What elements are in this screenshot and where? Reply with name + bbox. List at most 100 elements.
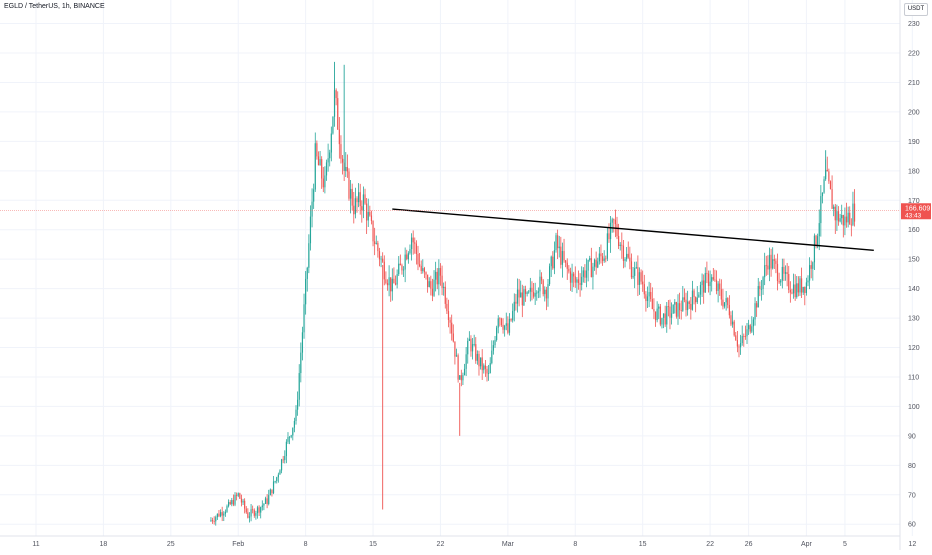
candle-body — [473, 344, 475, 345]
candle-body — [590, 258, 592, 278]
candle-body — [264, 498, 267, 504]
candle-body — [364, 194, 366, 204]
candle-body — [736, 340, 738, 347]
candle-body — [481, 357, 483, 371]
candle-body — [409, 249, 411, 254]
candle-body — [288, 436, 291, 438]
candle-body — [662, 313, 665, 318]
candle-body — [306, 267, 308, 279]
candle-body — [765, 265, 767, 267]
x-tick-label: 15 — [639, 541, 647, 548]
candle-body — [815, 235, 817, 246]
candle-body — [300, 352, 302, 374]
candle-body — [521, 292, 523, 306]
candle-body — [555, 235, 557, 251]
candles-layer — [210, 61, 856, 526]
y-tick-label: 120 — [908, 345, 920, 352]
candle-body — [301, 332, 304, 353]
candle-body — [788, 274, 790, 290]
candle-body — [731, 321, 734, 325]
candle-body — [468, 338, 470, 341]
candle-body — [791, 292, 793, 294]
chart-grid — [0, 0, 913, 536]
candle-body — [497, 318, 499, 328]
candle-body — [293, 420, 296, 428]
candle-body — [237, 493, 239, 496]
candle-body — [706, 273, 708, 274]
candle-body — [263, 503, 265, 506]
candle-body — [531, 287, 533, 293]
candle-body — [266, 498, 268, 504]
candle-body — [427, 274, 429, 288]
candle-body — [685, 299, 687, 311]
candle-body — [760, 288, 763, 290]
candle-body — [496, 327, 498, 340]
candle-body — [728, 305, 730, 316]
candle-body — [714, 279, 716, 281]
candle-body — [621, 244, 623, 246]
candle-body — [524, 289, 527, 294]
candle-body — [635, 267, 637, 269]
candle-body — [406, 254, 408, 260]
candle-body — [423, 268, 426, 273]
candle-body — [313, 189, 315, 202]
candle-body — [833, 206, 835, 209]
candle-body — [399, 263, 401, 266]
y-tick-label: 210 — [908, 80, 920, 87]
candle-body — [733, 321, 735, 336]
candle-body — [829, 181, 832, 190]
candle-body — [311, 201, 313, 217]
candle-body — [772, 259, 774, 269]
candle-body — [834, 206, 836, 221]
candle-body — [242, 500, 244, 503]
candle-body — [836, 211, 838, 221]
candle-body — [756, 303, 758, 308]
candle-body — [757, 286, 759, 308]
candle-body — [439, 268, 442, 276]
candle-body — [428, 281, 430, 288]
candle-body — [619, 244, 621, 246]
x-tick-label: 5 — [843, 541, 847, 548]
candle-body — [383, 261, 385, 280]
candle-body — [715, 280, 718, 291]
candle-body — [688, 301, 690, 304]
candle-body — [669, 306, 671, 318]
candle-body — [852, 203, 854, 225]
candle-body — [452, 333, 454, 342]
candle-body — [577, 279, 580, 284]
currency-unit-button[interactable]: USDT — [904, 3, 928, 16]
candle-body — [752, 319, 755, 327]
candle-body — [853, 203, 856, 222]
candle-body — [764, 265, 766, 278]
candle-body — [687, 301, 689, 311]
candle-body — [447, 311, 450, 320]
candle-body — [478, 353, 480, 367]
candle-body — [319, 159, 321, 166]
candle-body — [401, 265, 403, 271]
candle-body — [479, 357, 482, 367]
candle-body — [670, 313, 673, 318]
candle-body — [746, 329, 748, 337]
candle-body — [581, 276, 583, 285]
candle-body — [231, 500, 233, 505]
candle-body — [783, 266, 785, 274]
candle-body — [398, 263, 400, 275]
candle-body — [650, 292, 652, 299]
candle-body — [837, 211, 840, 222]
x-tick-label: Mar — [502, 541, 515, 548]
candle-body — [817, 236, 819, 246]
candle-body — [211, 520, 214, 522]
candle-body — [695, 297, 697, 303]
candle-body — [346, 166, 348, 172]
candle-body — [630, 261, 633, 278]
candle-body — [654, 311, 657, 321]
candle-body — [711, 277, 713, 282]
candle-body — [431, 288, 434, 296]
candle-body — [502, 324, 504, 330]
candle-body — [314, 143, 316, 190]
candle-body — [484, 365, 486, 369]
candle-body — [513, 301, 515, 312]
x-tick-label: 11 — [32, 541, 39, 548]
